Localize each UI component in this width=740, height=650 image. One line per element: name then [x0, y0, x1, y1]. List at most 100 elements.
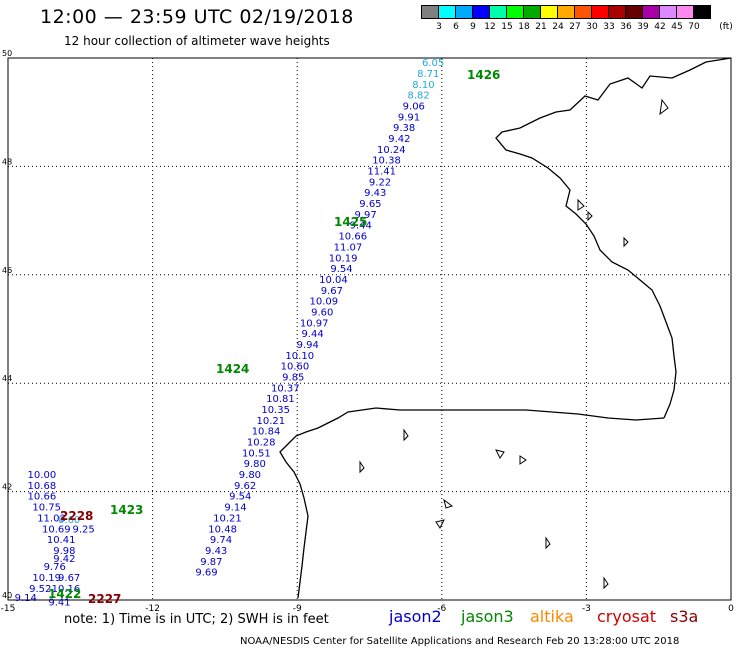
wave-height-point: 9.42	[53, 554, 75, 565]
wave-height-point: 9.41	[48, 597, 70, 608]
wave-height-point: 8.82	[407, 91, 429, 102]
wave-height-point: 9.94	[297, 340, 319, 351]
wave-height-point: 9.62	[234, 481, 256, 492]
wave-height-point: 9.67	[321, 286, 343, 297]
pass-time-label: 1422	[48, 587, 81, 601]
pass-time-label: 2228	[60, 509, 93, 523]
wave-height-point: 9.80	[239, 470, 261, 481]
wave-height-point: 10.41	[47, 535, 76, 546]
wave-height-point: 6.05	[422, 58, 444, 69]
wave-height-point: 10.21	[213, 513, 242, 524]
wave-height-point: 9.52	[29, 584, 51, 595]
wave-height-point: 10.19	[32, 573, 61, 584]
wave-height-point: 9.25	[72, 524, 94, 535]
wave-height-point: 10.75	[32, 503, 61, 514]
wave-height-point: 10.10	[285, 351, 314, 362]
wave-height-point: 9.67	[58, 573, 80, 584]
wave-height-point: 9.14	[15, 593, 37, 604]
satellite-jason3: jason3	[461, 607, 514, 626]
wave-height-point: 9.69	[195, 568, 217, 579]
wave-height-point: 10.69	[42, 524, 71, 535]
wave-height-point: 9.43	[205, 546, 227, 557]
wave-height-point: 10.28	[247, 438, 276, 449]
lon-tick-label: 0	[728, 604, 734, 614]
wave-height-point: 9.54	[330, 264, 352, 275]
pass-time-label: 1425	[334, 215, 367, 229]
wave-height-point: 10.84	[252, 427, 281, 438]
lon-tick-label: -15	[1, 604, 16, 614]
scale-label: 9	[470, 22, 476, 32]
wave-height-point: 9.54	[229, 492, 251, 503]
lat-lon-grid	[7, 57, 732, 601]
wave-height-point: 11.07	[334, 242, 363, 253]
wave-height-point: 10.04	[319, 275, 348, 286]
wave-height-point: 10.97	[300, 318, 329, 329]
lat-tick-label: 46	[2, 266, 12, 275]
wave-height-point: 9.65	[359, 199, 381, 210]
jason2-wave-heights: 6.058.718.108.829.069.919.389.4210.2410.…	[15, 58, 445, 608]
wave-height-point: 9.22	[369, 177, 391, 188]
islands	[359, 98, 669, 590]
scale-label: 42	[654, 22, 666, 32]
map-subtitle: 12 hour collection of altimeter wave hei…	[64, 34, 330, 48]
satellite-cryosat: cryosat	[597, 607, 657, 626]
wave-height-point: 10.09	[310, 297, 339, 308]
wave-height-point: 9.38	[393, 123, 415, 134]
scale-unit: (ft)	[719, 22, 733, 32]
scale-label: 21	[535, 22, 547, 32]
wave-height-point: 9.14	[224, 503, 246, 514]
wave-height-point: 8.10	[412, 80, 434, 91]
coastline-france	[495, 57, 732, 419]
map-frame	[7, 57, 732, 601]
color-scale-labels: 3 6 9 12 15 18 21 24 27 30 33 36 39 42 45 70 (ft)	[421, 22, 740, 36]
scale-label: 36	[620, 22, 632, 32]
scale-label: 24	[552, 22, 564, 32]
lon-tick-label: -12	[145, 604, 160, 614]
wave-height-point: 9.98	[53, 546, 75, 557]
wave-height-point: 10.38	[372, 156, 401, 167]
wave-height-point: 10.35	[261, 405, 290, 416]
lat-tick-label: 42	[2, 483, 12, 492]
wave-height-point: 9.44	[301, 329, 323, 340]
pass-time-label: 1423	[110, 503, 143, 517]
wave-height-point: 9.76	[44, 562, 66, 573]
pass-time-label: 2227	[88, 592, 121, 606]
wave-height-point: 9.74	[210, 535, 232, 546]
lat-tick-label: 44	[2, 374, 12, 383]
scale-label: 6	[453, 22, 459, 32]
footnote: note: 1) Time is in UTC; 2) SWH is in fe…	[64, 612, 329, 627]
satellite-altika: altika	[530, 607, 574, 626]
wave-height-point: 10.60	[281, 362, 310, 373]
wave-height-point: 10.81	[266, 394, 295, 405]
wave-height-point: 10.16	[52, 584, 81, 595]
scale-label: 70	[688, 22, 700, 32]
wave-height-point: 9.80	[244, 459, 266, 470]
wave-height-point: 9.60	[311, 307, 333, 318]
lat-tick-label: 40	[2, 591, 12, 600]
wave-height-point: 9.42	[388, 134, 410, 145]
wave-height-point: 10.48	[208, 524, 237, 535]
wave-height-point: 8.60	[58, 515, 80, 526]
wave-height-point: 11.41	[367, 167, 396, 178]
satellite-jason2: jason2	[389, 607, 442, 626]
lon-tick-label: -6	[437, 604, 446, 614]
wave-height-point: 9.85	[282, 372, 304, 383]
lon-tick-label: -9	[293, 604, 302, 614]
wave-height-point: 9.91	[398, 112, 420, 123]
satellite-s3a: s3a	[670, 607, 699, 626]
scale-label: 27	[569, 22, 581, 32]
scale-label: 15	[501, 22, 513, 32]
pass-time-labels: 1426 1425 1424 1423 1422 2228 2227	[48, 68, 500, 606]
scale-label: 12	[484, 22, 496, 32]
wave-height-point: 8.71	[417, 69, 439, 80]
wave-height-point: 10.00	[28, 470, 57, 481]
wave-height-point: 10.19	[329, 253, 358, 264]
wave-height-point: 10.68	[28, 481, 57, 492]
map-title: 12:00 — 23:59 UTC 02/19/2018	[40, 6, 354, 28]
pass-time-label: 1424	[216, 362, 249, 376]
wave-height-point: 10.21	[257, 416, 286, 427]
wave-height-point: 11.03	[37, 513, 66, 524]
wave-height-point: 10.66	[28, 492, 57, 503]
wave-height-point: 10.37	[271, 383, 300, 394]
scale-label: 3	[436, 22, 442, 32]
